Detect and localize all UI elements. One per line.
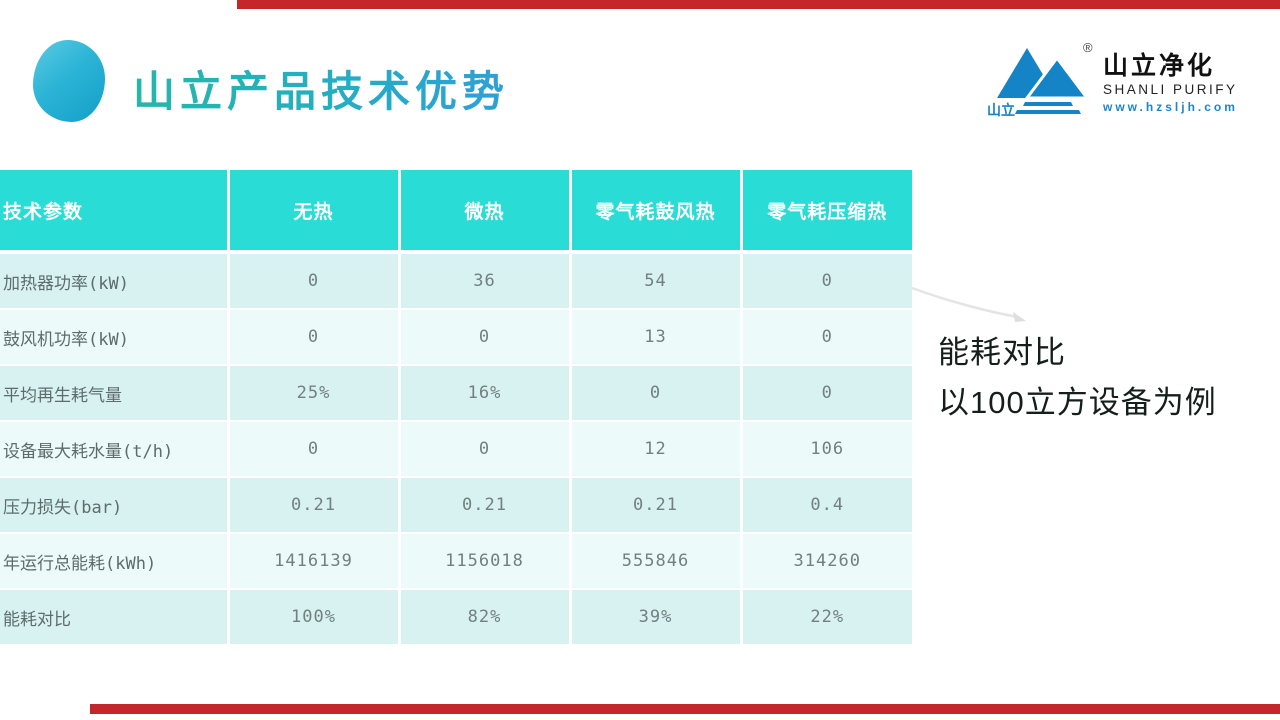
logo-name-cn: 山立净化 [1103, 52, 1216, 80]
table-row: 年运行总能耗(kWh) 1416139 1156018 555846 314260 [0, 533, 912, 590]
logo-text-block: 山立净化 SHANLI PURIFY www.hzsljh.com [1103, 36, 1238, 113]
value-cell: 54 [570, 252, 743, 310]
row-label-cell: 加热器功率(kW) [0, 252, 230, 310]
value-cell: 314260 [741, 533, 912, 590]
comparison-table-wrapper: 技术参数 无热 微热 零气耗鼓风热 零气耗压缩热 加热器功率(kW) 0 36 54 0 鼓风机功… [0, 170, 912, 646]
value-cell: 25% [228, 365, 401, 422]
value-cell: 0 [228, 421, 401, 478]
value-cell: 0 [741, 365, 912, 422]
annotation-line1: 能耗对比 [938, 335, 1066, 370]
table-row: 压力损失(bar) 0.21 0.21 0.21 0.4 [0, 477, 912, 534]
row-label-cell: 年运行总能耗(kWh) [0, 533, 230, 590]
value-cell: 22% [741, 589, 912, 646]
connector-arrow-icon [911, 286, 1026, 322]
mountain-logo-icon: 山立 ® [987, 40, 1093, 118]
value-cell: 0.21 [228, 477, 401, 534]
value-cell: 0 [570, 365, 743, 422]
value-cell: 1156018 [399, 533, 572, 590]
value-cell: 0 [228, 252, 401, 310]
row-label-cell: 设备最大耗水量(t/h) [0, 421, 230, 478]
bottom-accent-bar [90, 704, 1280, 714]
top-accent-bar [237, 0, 1280, 9]
value-cell: 12 [570, 421, 743, 478]
company-logo: 山立 ® 山立净化 SHANLI PURIFY www.hzsljh.com [985, 36, 1235, 132]
value-cell: 0 [399, 309, 572, 366]
title-blob-decoration [33, 40, 105, 122]
logo-name-en: SHANLI PURIFY [1103, 82, 1238, 97]
annotation-text: 能耗对比 以100立方设备为例 [938, 328, 1268, 427]
row-label-cell: 鼓风机功率(kW) [0, 309, 230, 366]
value-cell: 0 [741, 252, 912, 310]
value-cell: 13 [570, 309, 743, 366]
slide-title: 山立产品技术优势 [133, 58, 509, 119]
table-row: 能耗对比 100% 82% 39% 22% [0, 589, 912, 646]
tech-header-cell: 微热 [399, 170, 572, 254]
table-body: 加热器功率(kW) 0 36 54 0 鼓风机功率(kW) 0 0 13 0 平均再生耗气量 25% 1… [0, 252, 912, 646]
table-row: 平均再生耗气量 25% 16% 0 0 [0, 365, 912, 422]
value-cell: 0 [741, 309, 912, 366]
table-row: 鼓风机功率(kW) 0 0 13 0 [0, 309, 912, 366]
value-cell: 0.21 [570, 477, 743, 534]
logo-symbol-text: 山立 [987, 102, 1015, 118]
tech-header-cell: 无热 [228, 170, 401, 254]
table-header-row: 技术参数 无热 微热 零气耗鼓风热 零气耗压缩热 [0, 170, 912, 254]
value-cell: 555846 [570, 533, 743, 590]
row-label-cell: 能耗对比 [0, 589, 230, 646]
tech-header-cell: 零气耗压缩热 [741, 170, 912, 254]
value-cell: 106 [741, 421, 912, 478]
annotation-line2: 以100立方设备为例 [938, 384, 1217, 420]
param-header-cell: 技术参数 [0, 170, 230, 254]
value-cell: 16% [399, 365, 572, 422]
value-cell: 1416139 [228, 533, 401, 590]
value-cell: 82% [399, 589, 572, 646]
table-row: 设备最大耗水量(t/h) 0 0 12 106 [0, 421, 912, 478]
value-cell: 100% [228, 589, 401, 646]
value-cell: 0.4 [741, 477, 912, 534]
value-cell: 36 [399, 252, 572, 310]
registered-mark: ® [1083, 40, 1093, 55]
row-label-cell: 压力损失(bar) [0, 477, 230, 534]
tech-header-cell: 零气耗鼓风热 [570, 170, 743, 254]
value-cell: 0 [228, 309, 401, 366]
logo-website: www.hzsljh.com [1103, 99, 1238, 114]
row-label-cell: 平均再生耗气量 [0, 365, 230, 422]
value-cell: 39% [570, 589, 743, 646]
table-row: 加热器功率(kW) 0 36 54 0 [0, 252, 912, 310]
value-cell: 0.21 [399, 477, 572, 534]
value-cell: 0 [399, 421, 572, 478]
comparison-table: 技术参数 无热 微热 零气耗鼓风热 零气耗压缩热 加热器功率(kW) 0 36 54 0 鼓风机功… [0, 170, 912, 646]
